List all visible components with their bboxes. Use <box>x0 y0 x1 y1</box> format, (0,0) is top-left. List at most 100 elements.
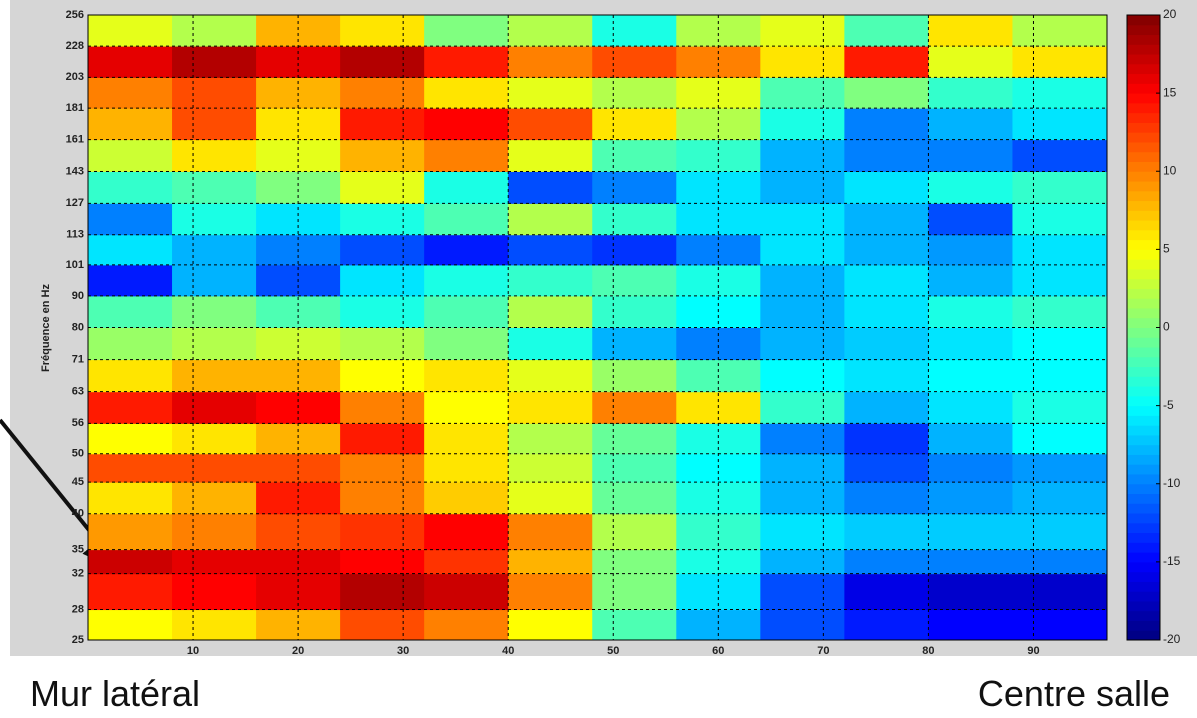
heatmap-cell <box>424 359 509 393</box>
heatmap-cell <box>844 234 929 266</box>
colorbar-swatch <box>1127 415 1160 426</box>
colorbar-swatch <box>1127 542 1160 553</box>
heatmap-cell <box>592 327 677 361</box>
heatmap-cell <box>424 391 509 424</box>
heatmap-cell <box>508 264 593 297</box>
heatmap-cell <box>844 359 929 393</box>
heatmap-cell <box>508 549 593 575</box>
colorbar-tick-label: 5 <box>1163 242 1170 256</box>
heatmap-cell <box>844 203 929 236</box>
colorbar-swatch <box>1127 444 1160 455</box>
heatmap-cell <box>508 513 593 551</box>
y-tick-label: 181 <box>66 102 84 114</box>
heatmap-cell <box>760 391 845 424</box>
heatmap-cell <box>88 15 173 47</box>
heatmap-cell <box>88 549 173 575</box>
heatmap-cell <box>928 359 1013 393</box>
colorbar-swatch <box>1127 200 1160 211</box>
heatmap-cell <box>88 139 173 172</box>
colorbar-tick-label: -10 <box>1163 476 1181 490</box>
heatmap-cell <box>508 234 593 266</box>
colorbar-swatch <box>1127 425 1160 436</box>
colorbar-tick-label: -20 <box>1163 632 1181 646</box>
heatmap-cell <box>844 171 929 204</box>
heatmap-cell <box>928 264 1013 297</box>
heatmap-cell <box>1012 513 1108 551</box>
heatmap-cell <box>760 46 845 78</box>
heatmap-cell <box>592 171 677 204</box>
heatmap-cell <box>760 108 845 141</box>
heatmap-cell <box>256 46 341 78</box>
heatmap-cell <box>928 513 1013 551</box>
heatmap-cell <box>1012 295 1108 328</box>
heatmap-cell <box>1012 139 1108 172</box>
heatmap-cell <box>592 609 677 641</box>
colorbar-swatch <box>1127 210 1160 221</box>
heatmap-cell <box>424 234 509 266</box>
heatmap-cell <box>760 482 845 515</box>
colorbar-swatch <box>1127 561 1160 573</box>
y-tick-label: 101 <box>66 259 84 271</box>
heatmap-cell <box>592 46 677 78</box>
heatmap-cell <box>592 203 677 236</box>
colorbar-swatch <box>1127 15 1160 26</box>
colorbar-swatch <box>1127 600 1160 612</box>
heatmap-cell <box>340 234 425 266</box>
heatmap-cell <box>760 359 845 393</box>
heatmap-cell <box>424 139 509 172</box>
heatmap-cell <box>88 171 173 204</box>
heatmap-cell <box>1012 234 1108 266</box>
heatmap-cell <box>172 171 257 204</box>
colorbar-swatch <box>1127 386 1160 397</box>
colorbar-swatch <box>1127 405 1160 416</box>
heatmap-cell <box>424 203 509 236</box>
heatmap-cell <box>340 171 425 204</box>
colorbar-swatch <box>1127 581 1160 592</box>
heatmap-cell <box>928 203 1013 236</box>
y-tick-label: 28 <box>72 603 84 615</box>
heatmap-cell <box>508 77 593 109</box>
heatmap-cell <box>88 573 173 611</box>
colorbar-swatch <box>1127 493 1160 504</box>
heatmap-cell <box>424 327 509 361</box>
heatmap-cell <box>844 46 929 78</box>
colorbar-swatch <box>1127 190 1160 202</box>
y-tick-label: 71 <box>72 353 84 365</box>
colorbar-swatch <box>1127 483 1160 495</box>
colorbar-swatch <box>1127 298 1160 309</box>
heatmap-cell <box>424 423 509 455</box>
y-tick-label: 113 <box>66 229 84 241</box>
colorbar-swatch <box>1127 141 1160 153</box>
heatmap-cell <box>424 609 509 641</box>
heatmap-cell <box>172 482 257 515</box>
heatmap-cell <box>760 171 845 204</box>
heatmap-cell <box>760 15 845 47</box>
colorbar-swatch <box>1127 229 1160 241</box>
x-tick-label: 40 <box>502 645 514 657</box>
heatmap-cell <box>88 234 173 266</box>
colorbar-swatch <box>1127 34 1160 45</box>
heatmap-cell <box>592 234 677 266</box>
heatmap-cell <box>592 139 677 172</box>
heatmap-cell <box>760 264 845 297</box>
heatmap-cell <box>172 549 257 575</box>
heatmap-cell <box>844 609 929 641</box>
heatmap-cell <box>88 609 173 641</box>
x-tick-label: 20 <box>292 645 304 657</box>
colorbar-swatch <box>1127 93 1160 104</box>
heatmap-cell <box>844 573 929 611</box>
heatmap-cell <box>592 108 677 141</box>
colorbar-swatch <box>1127 317 1160 328</box>
y-tick-label: 80 <box>72 321 84 333</box>
heatmap-cell <box>172 327 257 361</box>
heatmap-cell <box>508 609 593 641</box>
heatmap-cell <box>1012 264 1108 297</box>
heatmap-cell <box>340 609 425 641</box>
y-tick-label: 203 <box>66 71 84 83</box>
colorbar-swatch <box>1127 63 1160 75</box>
heatmap-cell <box>1012 549 1108 575</box>
heatmap-cell <box>928 77 1013 109</box>
heatmap-cell <box>760 549 845 575</box>
heatmap-cell <box>508 573 593 611</box>
heatmap-cell <box>508 46 593 78</box>
